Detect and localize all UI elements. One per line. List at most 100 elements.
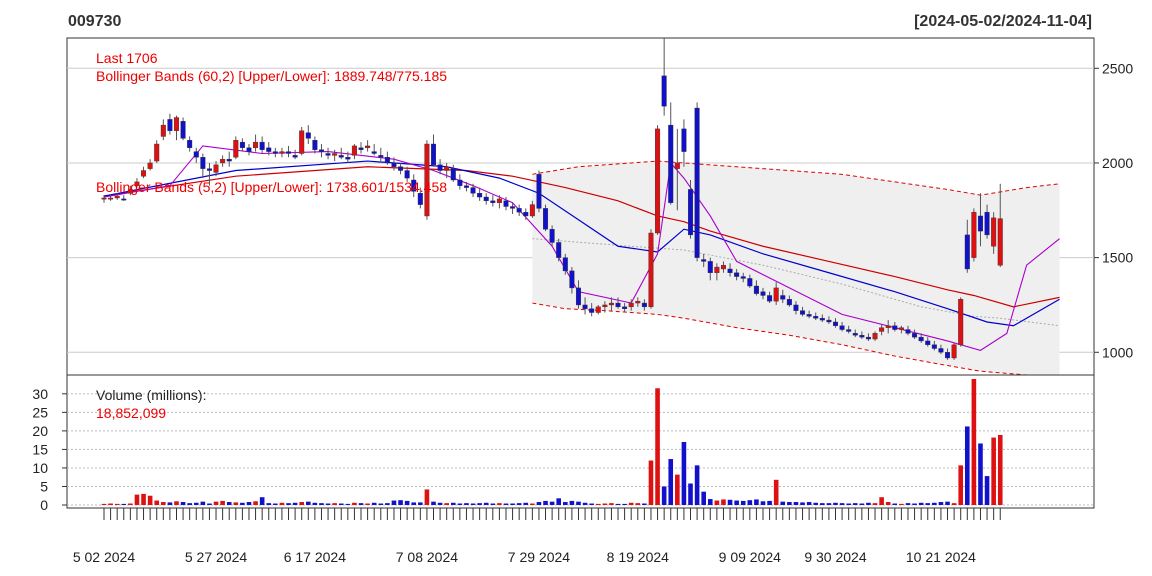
volume-bar: [286, 503, 291, 505]
volume-bar: [470, 503, 476, 505]
volume-bar: [780, 501, 786, 505]
candle-body: [938, 348, 944, 353]
candle-body: [325, 153, 331, 156]
volume-bar: [701, 491, 706, 505]
volume-bar: [220, 500, 225, 505]
candle-body: [879, 327, 885, 332]
volume-bar: [984, 476, 990, 505]
volume-bar: [609, 503, 614, 505]
candle-body: [239, 141, 245, 149]
candle-body: [193, 151, 199, 158]
volume-bar: [839, 503, 845, 505]
candle-body: [832, 321, 838, 326]
volume-bar: [365, 503, 370, 505]
candle-body: [338, 155, 344, 158]
volume-bar: [642, 503, 647, 505]
volume-bar: [918, 502, 924, 505]
volume-bar: [997, 434, 1003, 505]
candle-body: [589, 308, 595, 313]
chart-title: 009730: [68, 13, 121, 30]
volume-bar: [661, 486, 667, 505]
candle-body: [167, 119, 173, 131]
candle-body: [463, 185, 469, 188]
candle-body: [206, 168, 212, 171]
price-tick-label: 1500: [1102, 250, 1133, 266]
volume-bar: [938, 502, 944, 505]
volume-bar: [259, 497, 265, 505]
candle-body: [780, 295, 786, 300]
candle-body: [246, 147, 252, 152]
volume-bar: [167, 502, 173, 505]
volume-bar: [964, 426, 970, 505]
candle-body: [615, 302, 621, 308]
candle-body: [187, 140, 193, 149]
candle-body: [549, 229, 555, 243]
volume-bar: [892, 503, 898, 505]
volume-bar: [688, 483, 693, 505]
volume-bar: [556, 498, 562, 505]
date-tick-label: 6 17 2024: [284, 549, 346, 565]
volume-bar: [530, 503, 535, 505]
volume-bar: [833, 502, 838, 505]
volume-bar: [332, 503, 337, 505]
volume-bar: [899, 503, 904, 505]
volume-bar: [543, 500, 548, 505]
volume-tick-label: 30: [32, 386, 48, 402]
volume-tick-label: 0: [40, 497, 48, 513]
candle-body: [892, 325, 898, 330]
volume-value: 18,852,099: [96, 405, 166, 421]
candle-body: [681, 128, 687, 152]
date-tick-label: 8 19 2024: [607, 549, 669, 565]
candle-body: [266, 147, 272, 152]
volume-bar: [161, 502, 166, 505]
volume-bar: [971, 379, 977, 505]
volume-bar: [569, 500, 575, 505]
candle-body: [760, 291, 766, 296]
candle-body: [655, 128, 661, 234]
candle-body: [160, 124, 166, 137]
price-tick-label: 2000: [1102, 155, 1133, 171]
volume-tick-label: 25: [32, 404, 48, 420]
candle-body: [351, 145, 357, 156]
volume-bar: [655, 388, 660, 505]
volume-bar: [793, 502, 799, 505]
candle-body: [523, 211, 529, 217]
volume-bar: [424, 489, 430, 505]
candle-body: [575, 287, 581, 306]
volume-bar: [754, 499, 759, 505]
volume-bar: [563, 502, 568, 505]
volume-bar: [740, 500, 746, 505]
volume-tick-label: 15: [32, 441, 48, 457]
volume-bar: [503, 503, 509, 505]
volume-tick-label: 5: [40, 478, 48, 494]
ma-red-line: [103, 166, 1060, 308]
volume-bar: [727, 499, 733, 505]
volume-bar: [800, 502, 805, 505]
candle-body: [648, 232, 654, 308]
candle-body: [424, 143, 430, 217]
volume-bar: [325, 503, 331, 505]
candle-body: [753, 285, 759, 294]
candle-body: [332, 153, 338, 156]
candle-body: [720, 264, 726, 270]
date-tick-label: 9 30 2024: [804, 549, 866, 565]
volume-bar: [273, 503, 278, 505]
volume-bar: [846, 503, 851, 505]
volume-bar: [978, 443, 983, 505]
candle-body: [622, 306, 628, 309]
volume-tick-label: 20: [32, 423, 48, 439]
candle-body: [556, 242, 562, 258]
date-tick-label: 5 27 2024: [185, 549, 247, 565]
candle-body: [740, 276, 746, 279]
volume-bar: [319, 503, 324, 505]
candle-body: [859, 335, 865, 338]
volume-bar: [371, 502, 377, 505]
candle-body: [806, 314, 812, 317]
volume-bar: [345, 503, 351, 505]
date-tick-label: 7 08 2024: [396, 549, 458, 565]
volume-bar: [299, 502, 304, 505]
volume-bar: [866, 502, 871, 505]
volume-bar: [128, 503, 133, 505]
candle-body: [114, 195, 120, 199]
